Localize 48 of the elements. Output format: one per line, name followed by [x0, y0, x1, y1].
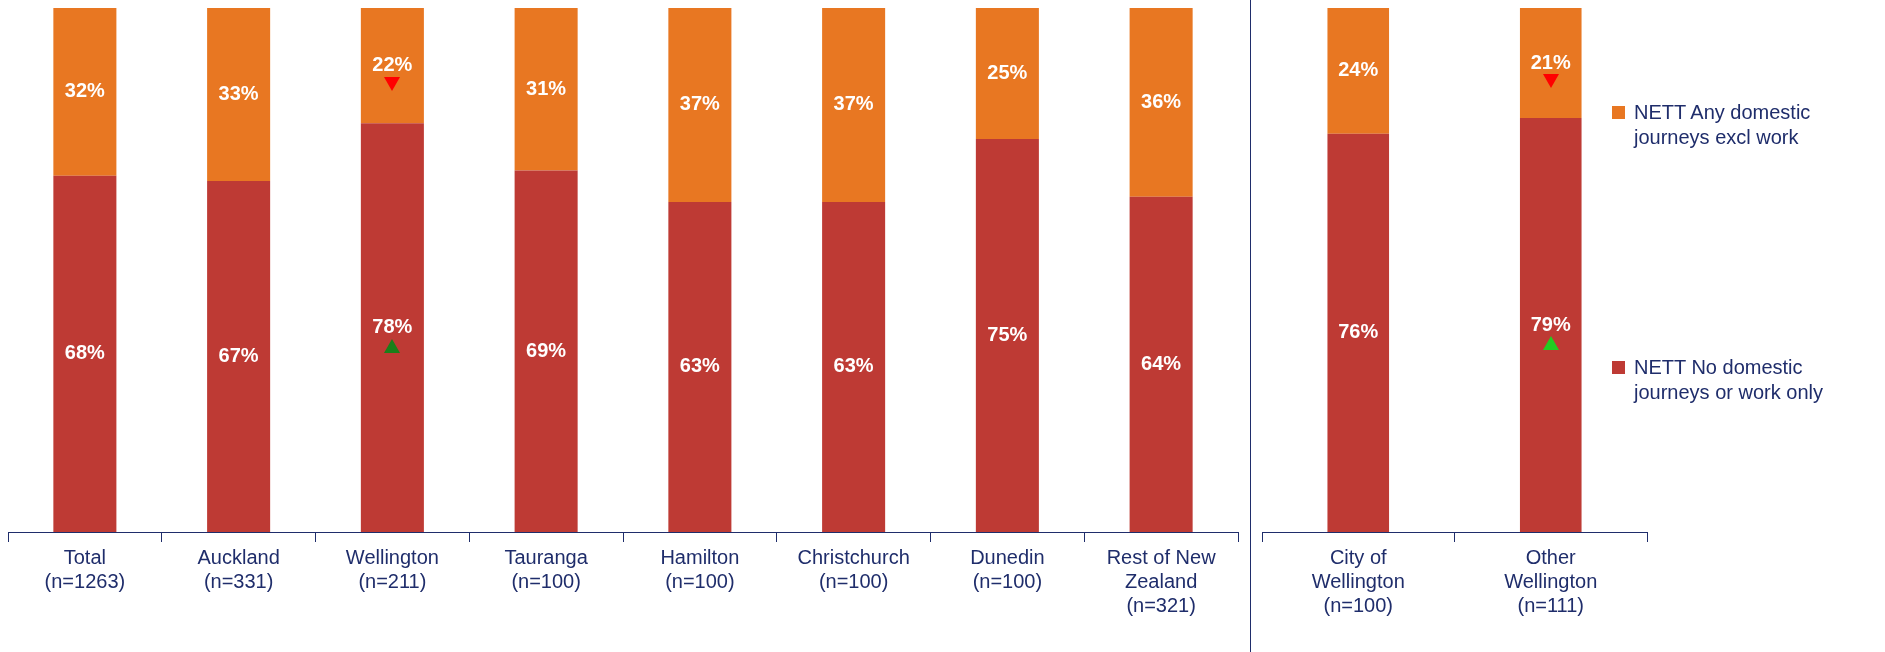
x-tick-label: Wellington (n=211)	[345, 545, 439, 592]
bar	[668, 201, 732, 532]
data-label: 63%	[679, 354, 721, 377]
data-label: 31%	[526, 76, 567, 99]
bar	[207, 8, 271, 181]
bar	[822, 8, 886, 202]
data-label: 79%	[1530, 312, 1571, 335]
bar	[975, 8, 1039, 139]
x-tick-label: Christchurch (n=100)	[797, 545, 910, 592]
data-label: 32%	[64, 79, 106, 102]
x-tick-label: City of Wellington (n=100)	[1311, 545, 1405, 616]
data-label: 37%	[833, 92, 874, 115]
data-label: 69%	[526, 338, 567, 361]
data-label: 37%	[679, 92, 721, 115]
data-label: 33%	[218, 81, 259, 104]
bar	[668, 8, 732, 202]
bar	[360, 8, 424, 124]
data-label: 21%	[1530, 50, 1571, 73]
x-tick-label: Total (n=1263)	[44, 545, 126, 592]
bar	[1129, 196, 1193, 532]
bar	[822, 201, 886, 532]
bar	[514, 8, 578, 171]
bar	[53, 8, 117, 176]
data-label: 67%	[218, 343, 259, 366]
bar	[975, 139, 1039, 532]
legend-label: NETT Any domestic journeys excl work	[1634, 100, 1812, 150]
x-tick-label: Rest of New Zealand (n=321)	[1106, 545, 1217, 616]
data-label: 75%	[987, 323, 1028, 346]
bar	[360, 123, 424, 532]
data-label: 64%	[1141, 351, 1182, 374]
data-label: 25%	[987, 61, 1028, 84]
data-label: 22%	[372, 53, 413, 76]
data-label: 63%	[833, 354, 874, 377]
bar	[1129, 8, 1193, 197]
x-tick-label: Hamilton (n=100)	[660, 545, 740, 592]
bar	[514, 170, 578, 532]
x-tick-label: Tauranga (n=100)	[504, 545, 589, 592]
bar	[207, 180, 271, 532]
x-tick-label: Other Wellington (n=111)	[1504, 545, 1598, 616]
x-tick-label: Auckland (n=331)	[197, 545, 280, 592]
data-label: 24%	[1338, 58, 1379, 81]
bar	[53, 175, 117, 532]
legend-label: NETT No domestic journeys or work only	[1634, 355, 1824, 405]
data-label: 76%	[1338, 320, 1379, 343]
x-tick-label: Dunedin (n=100)	[970, 545, 1045, 592]
data-label: 36%	[1141, 89, 1182, 112]
data-label: 68%	[64, 341, 106, 364]
data-label: 78%	[372, 315, 413, 338]
